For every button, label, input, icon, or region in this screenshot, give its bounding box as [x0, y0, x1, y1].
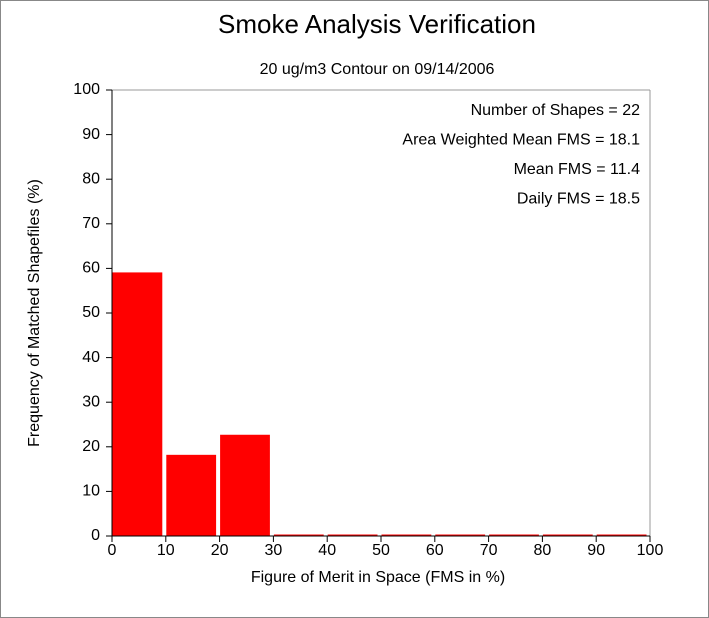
bar — [435, 534, 486, 536]
y-tick-label: 60 — [82, 260, 100, 277]
x-tick-label: 100 — [637, 542, 664, 559]
annotation: Number of Shapes = 22 — [471, 102, 641, 119]
x-tick-label: 80 — [534, 542, 552, 559]
y-tick-label: 90 — [82, 126, 100, 143]
chart-title: Smoke Analysis Verification — [218, 9, 536, 39]
y-tick-label: 70 — [82, 215, 100, 232]
x-tick-label: 70 — [480, 542, 498, 559]
x-tick-label: 20 — [211, 542, 229, 559]
bar — [381, 534, 432, 536]
bar — [542, 534, 593, 536]
bar — [596, 534, 647, 536]
x-tick-label: 50 — [372, 542, 390, 559]
annotation: Mean FMS = 11.4 — [514, 161, 641, 178]
x-tick-label: 0 — [108, 542, 117, 559]
bar — [327, 534, 378, 536]
y-tick-label: 30 — [82, 393, 100, 410]
annotation: Area Weighted Mean FMS = 18.1 — [402, 132, 640, 149]
x-tick-label: 60 — [426, 542, 444, 559]
bar — [166, 454, 217, 536]
bar — [220, 434, 270, 536]
x-tick-label: 10 — [157, 542, 175, 559]
x-tick-label: 90 — [587, 542, 605, 559]
bar — [489, 534, 539, 536]
y-axis-label: Frequency of Matched Shapefiles (%) — [26, 179, 43, 447]
annotation: Daily FMS = 18.5 — [517, 191, 640, 208]
y-tick-label: 10 — [82, 483, 100, 500]
y-tick-label: 0 — [91, 527, 100, 544]
y-tick-label: 100 — [73, 81, 100, 98]
y-tick-label: 40 — [82, 349, 100, 366]
y-tick-label: 50 — [82, 304, 100, 321]
bar — [273, 534, 324, 536]
chart-subtitle: 20 ug/m3 Contour on 09/14/2006 — [260, 61, 495, 78]
y-tick-label: 20 — [82, 438, 100, 455]
x-tick-label: 30 — [265, 542, 283, 559]
x-tick-label: 40 — [318, 542, 336, 559]
bar — [112, 272, 163, 536]
y-tick-label: 80 — [82, 170, 100, 187]
x-axis-label: Figure of Merit in Space (FMS in %) — [251, 569, 505, 586]
